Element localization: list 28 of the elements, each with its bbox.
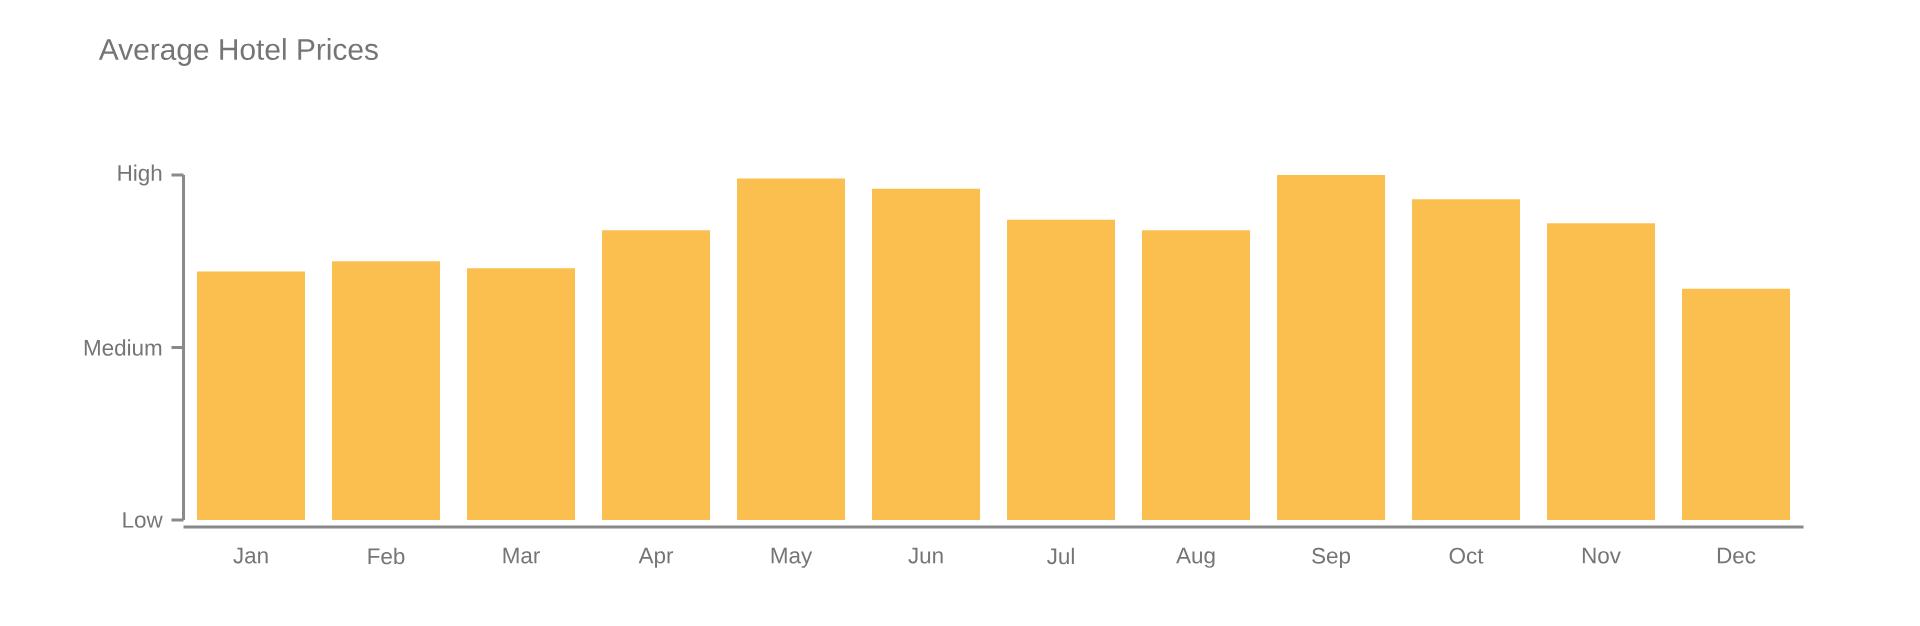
bar [737, 178, 846, 520]
bar [872, 188, 981, 520]
bar [1007, 219, 1116, 520]
x-tick-label: Aug [1176, 547, 1215, 568]
x-tick-label: Mar [503, 547, 540, 564]
bar [197, 271, 306, 520]
text: Low [123, 512, 163, 528]
x-tick-label: Jan [233, 547, 268, 564]
bar [1142, 230, 1251, 520]
x-tick-label: Oct [1449, 547, 1484, 564]
text: High [118, 164, 162, 186]
bar [332, 261, 441, 520]
bar [1547, 223, 1656, 520]
x-tick-label: May [771, 547, 813, 568]
x-tick-label: Jun [908, 547, 943, 564]
bar [1412, 199, 1521, 520]
x-tick-label: Dec [1717, 547, 1756, 564]
x-tick-label: Sep [1312, 547, 1351, 569]
x-tick-label: Feb [368, 547, 405, 565]
text: Medium [84, 339, 162, 356]
bar [1277, 175, 1386, 520]
x-tick-label: Jul [1047, 547, 1074, 565]
chart-title: Average Hotel Prices [98, 38, 378, 66]
bar [467, 268, 576, 520]
bar [602, 230, 711, 520]
bar [1682, 288, 1791, 520]
x-tick-label: Nov [1582, 547, 1621, 564]
x-tick-label: Apr [638, 547, 674, 568]
